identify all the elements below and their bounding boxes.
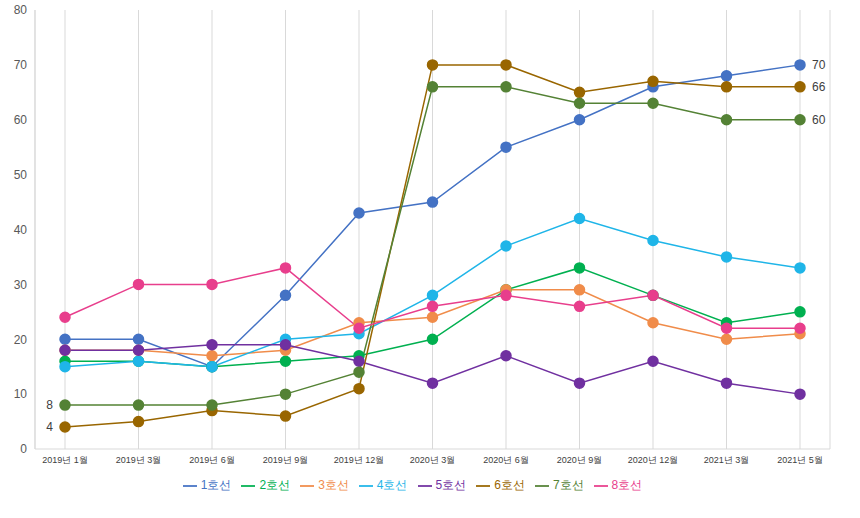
svg-text:2019년 6월: 2019년 6월 [189, 455, 235, 465]
svg-text:2020년 9월: 2020년 9월 [557, 455, 603, 465]
html-text:3호선: 3호선 [318, 478, 349, 492]
svg-text:66: 66 [812, 80, 826, 94]
html-text:8호선: 8호선 [611, 478, 643, 492]
svg-text:50: 50 [14, 168, 28, 182]
svg-text:2019년 3월: 2019년 3월 [116, 455, 162, 465]
svg-text:2019년 9월: 2019년 9월 [263, 455, 309, 465]
svg-text:2020년 3월: 2020년 3월 [410, 455, 456, 465]
html-text:1호선: 1호선 [200, 478, 232, 492]
html-text:7호선: 7호선 [552, 478, 584, 492]
svg-text:2019년 12월: 2019년 12월 [334, 455, 385, 465]
svg-text:70: 70 [14, 58, 28, 72]
svg-text:2020년 12월: 2020년 12월 [628, 455, 679, 465]
html-text:2호선: 2호선 [259, 478, 291, 492]
svg-text:20: 20 [14, 333, 28, 347]
svg-text:10: 10 [14, 387, 28, 401]
html-text:6호선: 6호선 [494, 478, 525, 492]
svg-text:2019년 1월: 2019년 1월 [42, 455, 88, 465]
svg-text:0: 0 [20, 442, 27, 456]
html-text:5호선: 5호선 [435, 478, 467, 492]
svg-text:8: 8 [46, 398, 53, 412]
svg-text:60: 60 [14, 113, 28, 127]
html-text:4호선: 4호선 [376, 478, 408, 492]
svg-text:40: 40 [14, 223, 28, 237]
svg-text:80: 80 [14, 3, 28, 17]
svg-text:70: 70 [812, 58, 826, 72]
svg-text:60: 60 [812, 113, 826, 127]
svg-text:4: 4 [46, 420, 53, 434]
svg-text:2021년 3월: 2021년 3월 [704, 455, 750, 465]
svg-text:30: 30 [14, 278, 28, 292]
svg-text:2021년 5월: 2021년 5월 [777, 455, 823, 465]
svg-text:2020년 6월: 2020년 6월 [483, 455, 529, 465]
